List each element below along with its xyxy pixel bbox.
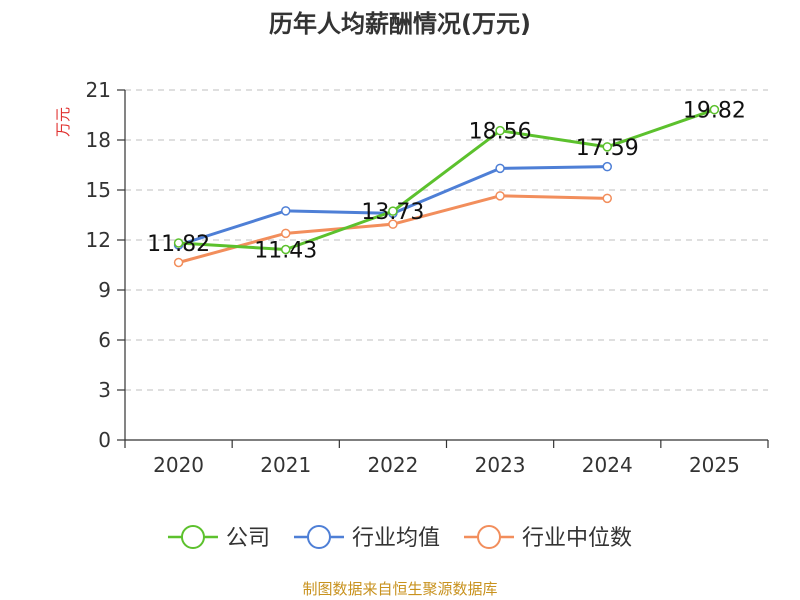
data-point xyxy=(388,206,398,216)
chart-title: 历年人均薪酬情况(万元) xyxy=(269,10,531,38)
x-tick-label: 2021 xyxy=(260,453,311,477)
y-tick-label: 9 xyxy=(98,278,111,302)
x-tick-label: 2025 xyxy=(689,453,740,477)
data-label: 19.82 xyxy=(683,99,746,124)
source-note: 制图数据来自恒生聚源数据库 xyxy=(302,580,497,598)
data-label: 11.43 xyxy=(254,239,317,264)
legend-label-2: 行业中位数 xyxy=(522,526,632,551)
series-lines xyxy=(173,104,720,268)
x-tick-label: 2024 xyxy=(582,453,633,477)
data-point xyxy=(281,244,291,255)
data-point xyxy=(602,193,612,204)
legend-label-1: 行业均值 xyxy=(352,526,440,551)
data-point xyxy=(709,104,720,115)
data-point xyxy=(173,257,184,268)
data-labels: 11.82 11.43 13.73 18.56 17.59 19.82 xyxy=(147,99,746,264)
y-tick-label: 0 xyxy=(98,428,111,452)
data-point xyxy=(495,163,505,174)
series-line-0 xyxy=(178,108,715,251)
data-point xyxy=(281,228,291,239)
y-axis-unit-label: 万元 xyxy=(54,107,72,137)
y-tick-label: 12 xyxy=(86,228,111,252)
data-point xyxy=(173,238,184,248)
y-tick-label: 21 xyxy=(86,78,111,102)
data-label: 11.82 xyxy=(147,232,210,257)
legend-label-0: 公司 xyxy=(226,526,270,551)
x-tick-label: 2020 xyxy=(153,453,204,477)
data-point xyxy=(602,142,612,152)
data-label: 17.59 xyxy=(576,136,639,161)
data-label: 18.56 xyxy=(469,120,532,145)
data-point xyxy=(602,161,612,172)
grid-lines xyxy=(125,89,768,391)
data-point xyxy=(495,125,505,136)
data-label: 13.73 xyxy=(361,200,424,225)
x-tick-label: 2022 xyxy=(367,453,418,477)
data-point xyxy=(281,206,291,216)
legend-marker-0 xyxy=(180,525,205,549)
y-tick-label: 18 xyxy=(86,128,111,152)
y-tick-label: 6 xyxy=(98,328,111,352)
y-tick-label: 3 xyxy=(98,378,111,402)
axes: 0 3 6 9 12 15 18 21 2020 2021 2022 2023 2024 2025 xyxy=(86,78,769,477)
legend: 公司 行业均值 行业中位数 xyxy=(167,525,632,551)
data-point xyxy=(388,219,398,229)
x-tick-label: 2023 xyxy=(475,453,526,477)
y-tick-label: 15 xyxy=(86,178,111,202)
legend-marker-2 xyxy=(477,525,502,549)
data-point xyxy=(495,191,505,201)
legend-marker-1 xyxy=(306,525,331,549)
